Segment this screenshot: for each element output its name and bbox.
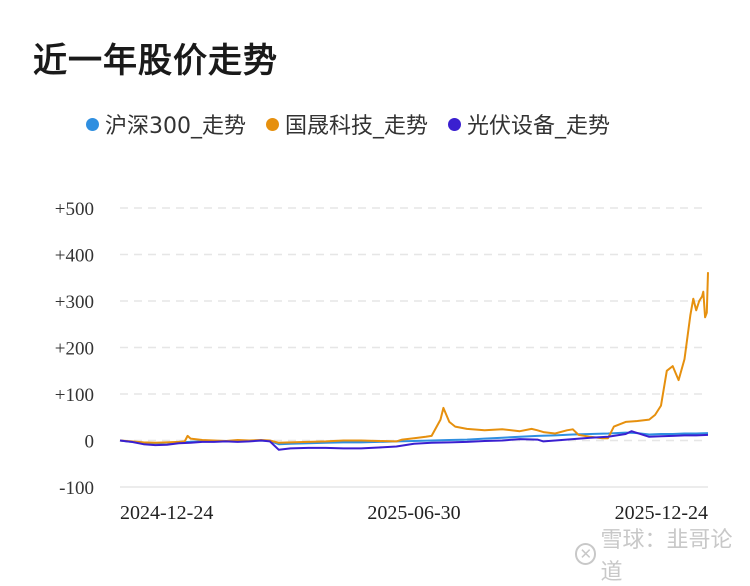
snowball-logo-icon: ✕	[575, 543, 597, 565]
legend-dot-icon	[266, 117, 279, 131]
y-tick-label: +300	[55, 292, 94, 313]
legend-label: 国晟科技_走势	[285, 114, 429, 139]
legend-dot-icon	[448, 117, 462, 131]
y-axis: +500 +400 +300 +200 +100 0 -100	[55, 199, 94, 499]
series-lines	[119, 272, 709, 451]
watermark: ✕ 雪球：韭哥论道	[575, 522, 750, 586]
x-tick-label: 2025-12-24	[615, 502, 708, 524]
legend-label: 光伏设备_走势	[467, 114, 611, 139]
y-tick-label: -100	[59, 478, 94, 499]
legend-dot-icon	[86, 117, 99, 131]
x-axis: 2024-12-24 2025-06-30 2025-12-24	[120, 502, 708, 524]
chart-title: 近一年股价走势	[33, 41, 278, 81]
y-tick-label: +500	[55, 199, 94, 220]
legend-item-pv-equipment[interactable]: 光伏设备_走势	[448, 108, 610, 140]
legend-item-guosheng[interactable]: 国晟科技_走势	[266, 108, 428, 140]
line-chart: +500 +400 +300 +200 +100 0 -100 2024-12-24 2025…	[55, 199, 709, 524]
watermark-text: 雪球：韭哥论道	[600, 528, 733, 585]
x-tick-label: 2025-06-30	[367, 502, 460, 524]
y-tick-label: +200	[55, 339, 94, 360]
series-line-1	[119, 272, 709, 444]
y-tick-label: +100	[55, 385, 94, 406]
legend-item-hs300[interactable]: 沪深300_走势	[86, 108, 246, 140]
x-tick-label: 2024-12-24	[120, 502, 213, 524]
y-tick-label: +400	[55, 246, 94, 267]
chart-legend: 沪深300_走势 国晟科技_走势 光伏设备_走势	[86, 108, 630, 140]
legend-label: 沪深300_走势	[105, 114, 246, 139]
y-tick-label: 0	[85, 432, 95, 453]
series-line-2	[119, 430, 709, 451]
grid-lines	[120, 207, 708, 488]
